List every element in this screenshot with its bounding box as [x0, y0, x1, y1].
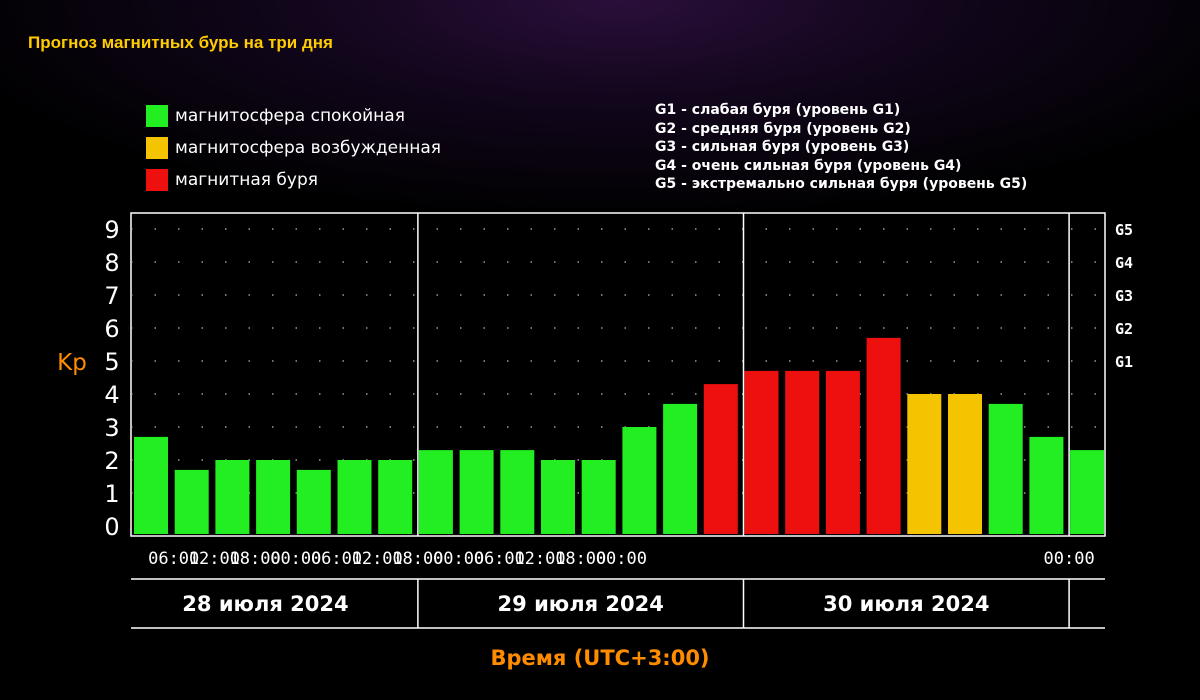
- legend-item-active: магнитосфера возбужденная: [146, 132, 441, 164]
- y-axis-label: Kp: [57, 350, 87, 376]
- time-tick-label: 12:00: [189, 549, 240, 569]
- kp-bar: [866, 337, 901, 534]
- y-tick-label: 5: [104, 348, 119, 376]
- kp-bar: [622, 427, 657, 534]
- legend-swatch-quiet: [146, 105, 168, 127]
- kp-bar: [988, 403, 1023, 534]
- legend-label-active: магнитосфера возбужденная: [175, 138, 441, 158]
- kp-bar: [744, 370, 779, 534]
- storm-level-tick: G4: [1115, 254, 1133, 272]
- y-tick-label: 3: [104, 414, 119, 442]
- kp-bar: [825, 370, 860, 534]
- storm-level-g2: G2 - средняя буря (уровень G2): [655, 120, 911, 137]
- kp-bar: [541, 460, 575, 534]
- time-tick-label: 12:00: [352, 549, 403, 569]
- kp-bar: [215, 460, 250, 534]
- legend-item-quiet: магнитосфера спокойная: [146, 100, 441, 132]
- x-axis-label: Время (UTC+3:00): [490, 646, 709, 670]
- kp-bar: [337, 460, 372, 534]
- kp-bar: [663, 403, 698, 534]
- time-tick-label: 18:00: [555, 549, 606, 569]
- time-tick-label: 00:00: [596, 549, 647, 569]
- date-label: 30 июля 2024: [823, 592, 989, 616]
- time-tick-label: 00:00: [270, 549, 321, 569]
- legend-label-storm: магнитная буря: [175, 170, 318, 190]
- kp-bar: [703, 384, 738, 534]
- kp-bar: [174, 469, 209, 534]
- storm-level-tick: G3: [1115, 287, 1133, 305]
- kp-bar: [459, 450, 494, 534]
- storm-level-tick: G1: [1115, 353, 1133, 371]
- date-label: 29 июля 2024: [498, 592, 664, 616]
- y-tick-label: 0: [104, 513, 119, 541]
- date-label: 28 июля 2024: [182, 592, 348, 616]
- time-tick-label: 18:00: [392, 549, 443, 569]
- kp-bar: [907, 394, 942, 534]
- time-tick-label: 06:00: [474, 549, 525, 569]
- storm-level-g5: G5 - экстремально сильная буря (уровень …: [655, 176, 1028, 192]
- page-title: Прогноз магнитных бурь на три дня: [28, 33, 333, 52]
- storm-level-g1: G1 - слабая буря (уровень G1): [655, 102, 901, 118]
- legend-swatch-active: [146, 137, 168, 159]
- kp-bar: [1070, 450, 1105, 534]
- time-tick-label: 00:00: [1044, 549, 1095, 569]
- storm-level-tick: G2: [1115, 320, 1133, 338]
- time-tick-label: 18:00: [230, 549, 281, 569]
- storm-level-g3: G3 - сильная буря (уровень G3): [655, 139, 910, 155]
- plot-frame: [130, 212, 1106, 537]
- time-tick-label: 00:00: [433, 549, 484, 569]
- y-tick-label: 7: [104, 282, 119, 310]
- kp-bar: [581, 460, 616, 534]
- kp-bar: [418, 450, 453, 534]
- y-tick-label: 9: [104, 216, 119, 244]
- storm-level-g4: G4 - очень сильная буря (уровень G4): [655, 157, 962, 174]
- kp-bar: [296, 469, 331, 534]
- kp-bar: [378, 460, 413, 534]
- kp-bar: [785, 370, 820, 534]
- time-tick-label: 06:00: [311, 549, 362, 569]
- time-tick-label: 06:00: [148, 549, 199, 569]
- legend-item-storm: магнитная буря: [146, 164, 441, 196]
- status-legend: магнитосфера спокойная магнитосфера возб…: [146, 100, 441, 196]
- y-tick-label: 6: [104, 315, 119, 343]
- y-tick-label: 2: [104, 447, 119, 475]
- storm-level-legend: G1 - слабая буря (уровень G1) G2 - средн…: [655, 101, 1027, 194]
- kp-bar: [948, 394, 982, 534]
- kp-bar: [134, 436, 168, 534]
- kp-bar: [500, 450, 535, 534]
- storm-level-tick: G5: [1115, 221, 1133, 239]
- kp-bar: [1029, 436, 1064, 534]
- y-tick-label: 1: [104, 480, 119, 508]
- legend-swatch-storm: [146, 169, 168, 191]
- legend-label-quiet: магнитосфера спокойная: [175, 106, 405, 126]
- y-tick-label: 8: [104, 249, 119, 277]
- time-tick-label: 12:00: [514, 549, 565, 569]
- kp-bar: [256, 460, 291, 534]
- y-tick-label: 4: [104, 381, 119, 409]
